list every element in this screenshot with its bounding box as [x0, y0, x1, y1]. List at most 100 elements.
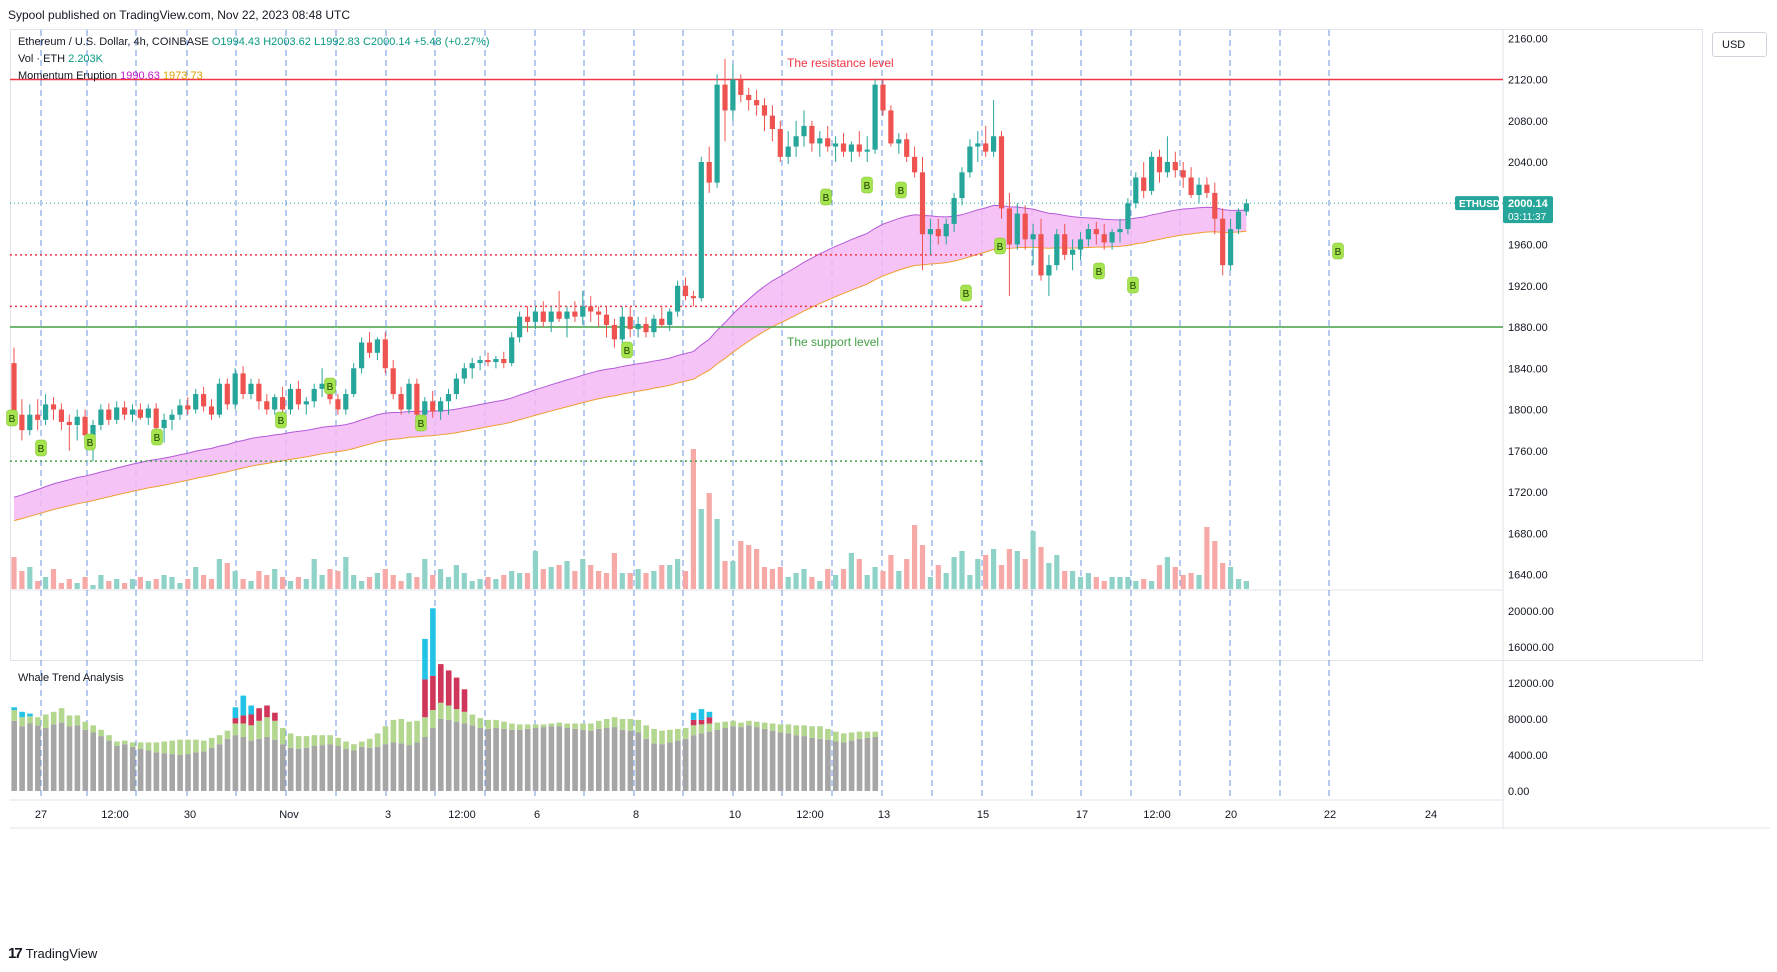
- candle: [959, 167, 965, 206]
- candle-body: [493, 358, 499, 363]
- volume-bar: [90, 585, 96, 589]
- whale-green-bar: [129, 742, 136, 747]
- volume-bar: [1228, 567, 1234, 589]
- whale-gray-bar: [777, 732, 784, 791]
- candle: [943, 218, 949, 245]
- candle-body: [848, 144, 854, 152]
- buy-signal-label: B: [418, 419, 425, 430]
- indicator-value-1: 1990.63: [120, 70, 160, 82]
- candle-body: [991, 136, 997, 152]
- whale-red-bar: [272, 712, 278, 721]
- candle-body: [611, 324, 617, 340]
- candle-body: [1235, 211, 1242, 230]
- whale-gray-bar: [398, 743, 405, 791]
- candle: [619, 306, 625, 348]
- candle-body: [66, 421, 72, 425]
- whale-gray-bar: [564, 728, 570, 791]
- whale-gray-bar: [35, 725, 41, 791]
- volume-bar: [919, 545, 926, 589]
- candle-body: [406, 383, 412, 410]
- candle: [785, 131, 791, 165]
- whale-red-bar: [256, 708, 262, 721]
- candle: [224, 378, 230, 410]
- whale-gray-bar: [264, 737, 270, 791]
- whale-green-bar: [43, 714, 49, 728]
- indicator-legend-row[interactable]: Momentum Eruption 1990.63 1973.73: [18, 68, 490, 85]
- whale-gray-bar: [524, 728, 531, 791]
- whale-green-bar: [58, 708, 65, 723]
- whale-gray-bar: [208, 747, 215, 791]
- candle: [106, 403, 112, 425]
- whale-red-bar: [706, 717, 713, 724]
- volume-bar: [485, 577, 491, 589]
- whale-gray-bar: [706, 731, 713, 791]
- candle-body: [603, 314, 610, 325]
- whale-green-bar: [390, 719, 397, 743]
- candle: [1109, 229, 1115, 250]
- candle-body: [82, 416, 88, 436]
- candle-body: [177, 405, 183, 415]
- resistance-annotation: The resistance level: [787, 56, 894, 70]
- whale-gray-bar: [280, 744, 286, 791]
- whale-panel-title[interactable]: Whale Trend Analysis: [18, 672, 124, 684]
- price-tick-label: 1920.00: [1508, 281, 1548, 293]
- candle-body: [145, 408, 151, 418]
- whale-cyan-bar: [240, 695, 247, 716]
- candle-body: [588, 306, 594, 312]
- whale-gray-bar: [627, 730, 634, 791]
- whale-green-bar: [485, 719, 491, 729]
- whale-gray-bar: [659, 744, 665, 791]
- publisher-line: Sypool published on TradingView.com, Nov…: [8, 8, 350, 22]
- volume-bar: [351, 575, 357, 589]
- price-pane-frame: [10, 29, 1703, 661]
- whale-green-bar: [240, 723, 247, 737]
- support-annotation: The support level: [787, 335, 879, 349]
- price-tick-label: 2080.00: [1508, 116, 1548, 128]
- candle-body: [185, 405, 191, 410]
- candle: [1235, 208, 1242, 235]
- candle: [927, 218, 933, 255]
- candle-body: [201, 394, 207, 407]
- whale-gray-bar: [430, 728, 436, 791]
- volume-bar: [540, 569, 546, 589]
- candle: [129, 404, 136, 422]
- volume-bar: [1196, 575, 1202, 589]
- volume-bar: [256, 571, 262, 589]
- candle: [548, 306, 554, 333]
- price-tick-label: 2160.00: [1508, 33, 1548, 45]
- candle-body: [517, 316, 523, 338]
- candle: [193, 388, 199, 414]
- candle: [485, 352, 491, 367]
- candle-body: [714, 84, 720, 183]
- whale-green-bar: [667, 729, 673, 743]
- candle: [1164, 136, 1170, 178]
- whale-gray-bar: [414, 742, 420, 791]
- whale-cyan-bar: [698, 709, 705, 720]
- candle-body: [635, 323, 641, 330]
- symbol-legend-row[interactable]: Ethereum / U.S. Dollar, 4h, COINBASE O19…: [18, 34, 490, 51]
- whale-green-bar: [627, 719, 634, 731]
- volume-bar: [1038, 547, 1044, 589]
- volume-legend-row[interactable]: Vol · ETH 2.203K: [18, 51, 490, 68]
- candle-body: [43, 404, 49, 420]
- whale-green-bar: [698, 724, 705, 734]
- volume-bar: [1235, 579, 1242, 589]
- candle: [114, 401, 120, 424]
- candle-body: [366, 342, 373, 353]
- whale-gray-bar: [50, 724, 57, 791]
- candle: [414, 378, 420, 420]
- candle: [137, 403, 143, 420]
- whale-green-bar: [682, 728, 689, 739]
- whale-green-bar: [659, 730, 665, 745]
- whale-gray-bar: [714, 729, 721, 791]
- time-tick-label: 8: [633, 809, 639, 821]
- candle-body: [398, 394, 404, 410]
- whale-green-bar: [580, 723, 586, 730]
- currency-button[interactable]: USD: [1712, 32, 1767, 57]
- whale-red-bar: [438, 664, 444, 703]
- candle-body: [469, 363, 475, 369]
- whale-green-bar: [193, 739, 199, 753]
- volume-bar: [817, 581, 823, 589]
- whale-green-bar: [264, 717, 270, 737]
